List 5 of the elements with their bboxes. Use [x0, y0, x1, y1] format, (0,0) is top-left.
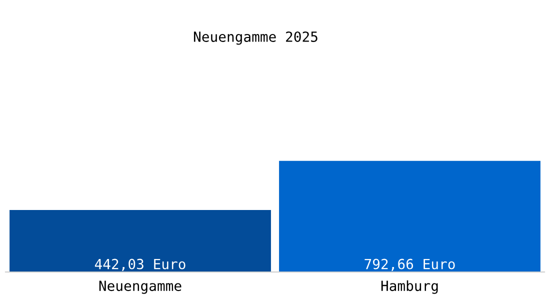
x-tick-label: Neuengamme	[99, 280, 182, 294]
data-label: 792,66 Euro	[364, 258, 455, 272]
chart-title: Neuengamme 2025	[194, 31, 318, 45]
data-label: 442,03 Euro	[94, 258, 186, 272]
x-tick-label: Hamburg	[381, 280, 438, 294]
